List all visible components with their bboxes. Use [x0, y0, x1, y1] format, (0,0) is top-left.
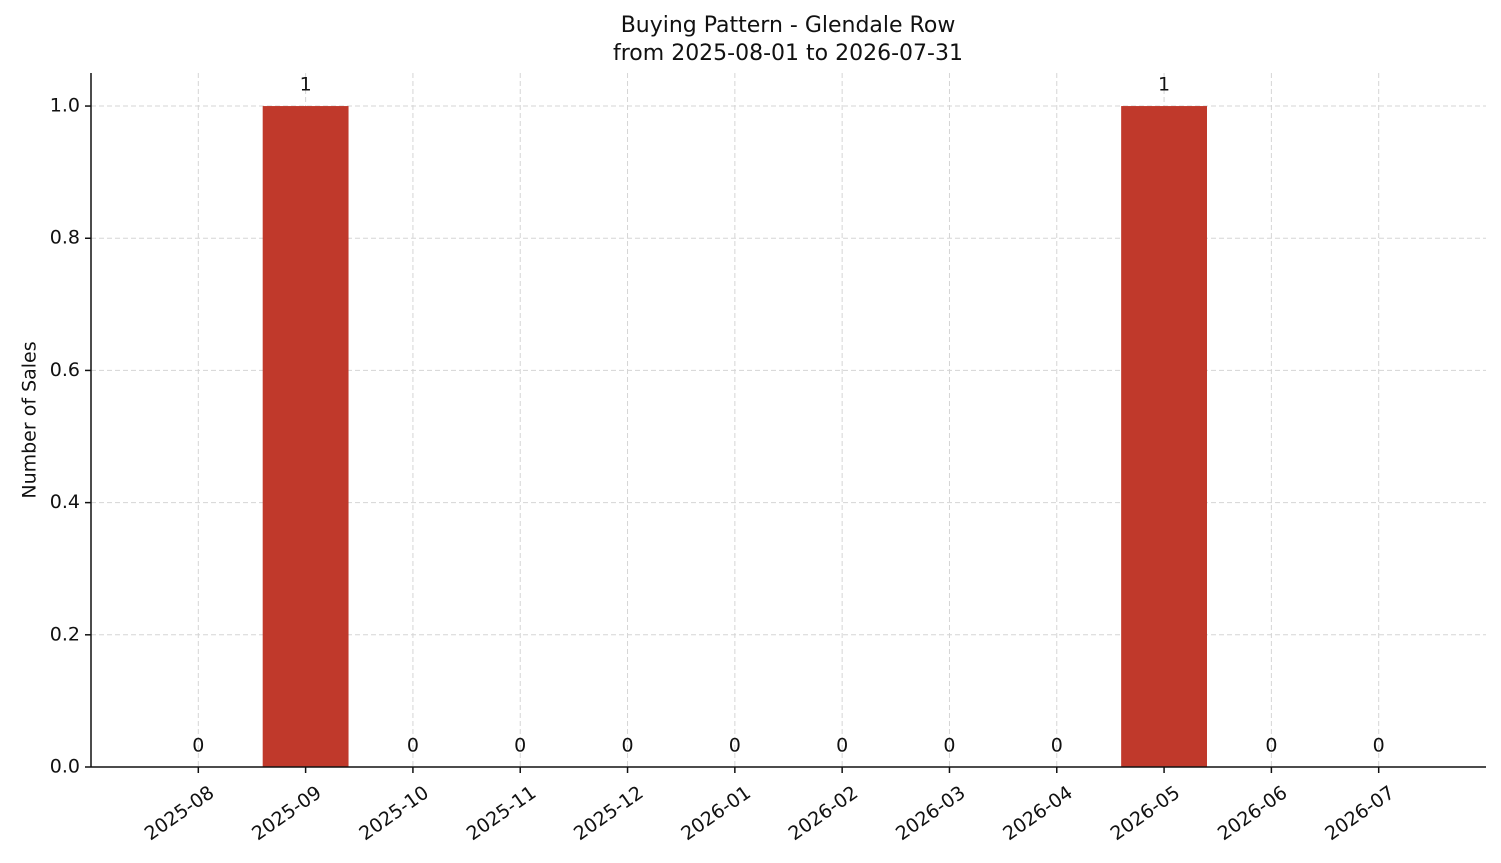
x-tick-label: 2025-08 — [141, 782, 219, 846]
x-tick-label: 2026-07 — [1321, 782, 1399, 846]
value-label: 0 — [836, 735, 848, 757]
x-tick-label: 2026-03 — [892, 782, 970, 846]
x-tick-label: 2026-01 — [677, 782, 755, 846]
value-label: 0 — [514, 735, 526, 757]
x-tick-label: 2025-09 — [248, 782, 326, 846]
y-tick-label: 0.6 — [50, 359, 80, 381]
x-tick-label: 2026-04 — [999, 782, 1077, 846]
value-label: 0 — [1265, 735, 1277, 757]
y-tick-label: 1.0 — [50, 95, 80, 117]
bar — [262, 106, 349, 768]
bar — [1121, 106, 1207, 768]
value-label: 1 — [1158, 74, 1170, 96]
value-label: 0 — [943, 735, 955, 757]
y-tick-label: 0.8 — [50, 227, 80, 249]
x-tick-label: 2025-10 — [355, 782, 433, 846]
x-tick-label: 2025-11 — [463, 782, 541, 846]
value-label: 0 — [621, 735, 633, 757]
chart-title: Buying Pattern - Glendale Row — [621, 13, 956, 38]
y-tick-label: 0.2 — [50, 623, 80, 645]
value-label: 0 — [1373, 735, 1385, 757]
x-tick-label: 2025-12 — [570, 782, 648, 846]
x-tick-label: 2026-02 — [785, 782, 863, 846]
y-tick-label: 0.0 — [50, 756, 80, 778]
y-tick-label: 0.4 — [50, 491, 80, 513]
x-tick-label: 2026-05 — [1106, 782, 1184, 846]
x-tick-label: 2026-06 — [1214, 782, 1292, 846]
chart-subtitle: from 2025-08-01 to 2026-07-31 — [613, 41, 963, 66]
value-label: 1 — [300, 74, 312, 96]
value-label: 0 — [407, 735, 419, 757]
y-axis-label: Number of Sales — [19, 341, 41, 498]
value-label: 0 — [192, 735, 204, 757]
value-label: 0 — [729, 735, 741, 757]
value-label: 0 — [1051, 735, 1063, 757]
